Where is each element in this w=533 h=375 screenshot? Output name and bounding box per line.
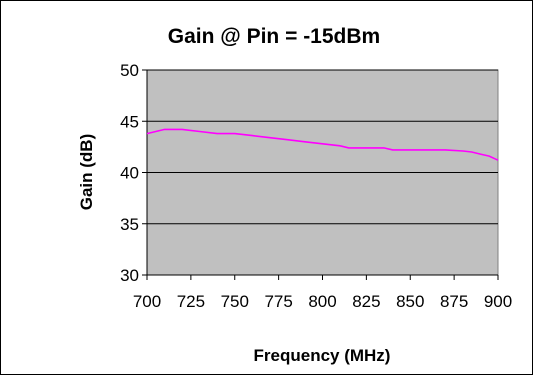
y-tick-label: 40: [120, 164, 139, 183]
y-tick-label: 45: [120, 112, 139, 131]
axes: [142, 69, 499, 280]
x-tick-labels: 700 725 750 775 800 825 850 875 900: [133, 292, 512, 311]
y-tick-labels: 30 35 40 45 50: [120, 61, 139, 285]
series-group: [146, 128, 499, 161]
y-tick-label: 30: [120, 266, 139, 285]
x-tick-label: 725: [177, 292, 205, 311]
y-tick-label: 50: [120, 61, 139, 80]
x-tick-label: 825: [352, 292, 380, 311]
x-tick-label: 800: [308, 292, 336, 311]
x-tick-label: 900: [484, 292, 512, 311]
y-axis-label: Gain (dB): [77, 134, 96, 211]
x-axis-label: Frequency (MHz): [254, 346, 391, 365]
y-tick-label: 35: [120, 215, 139, 234]
gridlines: [147, 69, 498, 225]
x-tick-label: 775: [264, 292, 292, 311]
x-tick-label: 750: [221, 292, 249, 311]
x-tick-label: 700: [133, 292, 161, 311]
x-tick-label: 875: [440, 292, 468, 311]
series-line-gain: [146, 128, 499, 161]
x-tick-label: 850: [396, 292, 424, 311]
chart-title: Gain @ Pin = -15dBm: [168, 25, 380, 48]
